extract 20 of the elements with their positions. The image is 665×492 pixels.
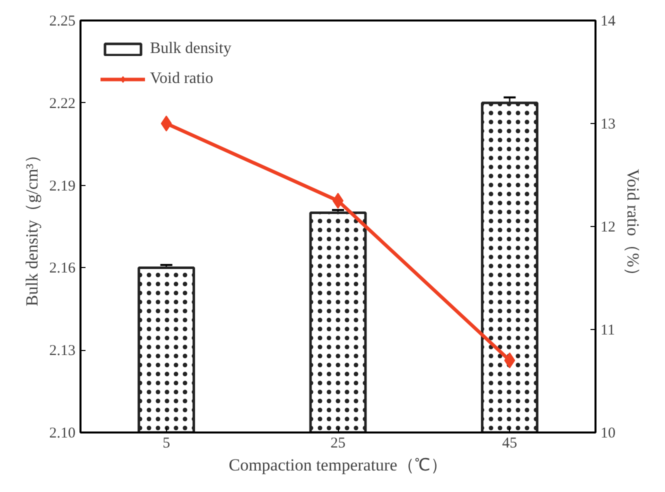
- y-tick-label: 2.22: [49, 96, 76, 112]
- y2-tick-label: 10: [600, 426, 616, 442]
- y2-tick-label: 12: [600, 220, 616, 236]
- y2-tick-label: 13: [600, 116, 616, 132]
- y2-axis-title: Void ratio（%）: [624, 168, 642, 284]
- y-tick-label: 2.16: [49, 260, 76, 277]
- legend-label: Bulk density: [150, 40, 232, 58]
- point: [160, 116, 172, 132]
- y-axis-title: Bulk density（g/cm³）: [22, 146, 42, 306]
- y2-tick-label: 14: [600, 14, 616, 30]
- x-tick-label: 25: [330, 436, 346, 452]
- legend-label: Void ratio: [150, 70, 214, 88]
- y-tick-label: 2.13: [49, 343, 76, 360]
- x-tick-label: 5: [162, 436, 170, 452]
- y-tick-label: 2.10: [49, 426, 76, 442]
- y-tick-label: 2.25: [49, 14, 76, 30]
- y-tick-label: 2.19: [49, 178, 76, 194]
- x-axis-title: Compaction temperature（℃）: [228, 456, 448, 474]
- y2-tick-label: 11: [600, 322, 615, 338]
- x-tick-label: 45: [502, 436, 518, 452]
